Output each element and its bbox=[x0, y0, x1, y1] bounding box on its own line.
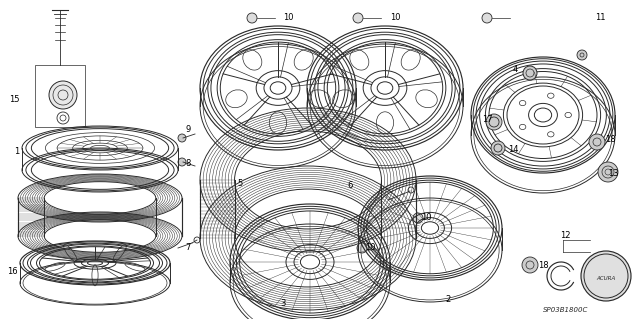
Circle shape bbox=[49, 81, 77, 109]
Text: 18: 18 bbox=[605, 136, 616, 145]
Text: ACURA: ACURA bbox=[596, 276, 616, 280]
Text: SP03B1800C: SP03B1800C bbox=[543, 307, 589, 313]
Text: 2: 2 bbox=[445, 295, 451, 305]
Text: 3: 3 bbox=[280, 299, 285, 308]
Text: 15: 15 bbox=[10, 95, 20, 105]
Text: 5: 5 bbox=[237, 179, 243, 188]
Circle shape bbox=[482, 13, 492, 23]
Text: 16: 16 bbox=[8, 268, 18, 277]
Circle shape bbox=[577, 50, 587, 60]
Text: 10: 10 bbox=[365, 243, 376, 253]
Text: 8: 8 bbox=[185, 159, 190, 167]
Circle shape bbox=[178, 134, 186, 142]
Circle shape bbox=[486, 114, 502, 130]
Text: 12: 12 bbox=[560, 231, 570, 240]
Text: 11: 11 bbox=[595, 13, 605, 23]
Text: 1: 1 bbox=[13, 147, 19, 157]
Text: 7: 7 bbox=[185, 242, 190, 251]
Text: 10: 10 bbox=[283, 13, 294, 23]
Circle shape bbox=[589, 134, 605, 150]
Circle shape bbox=[522, 257, 538, 273]
Circle shape bbox=[413, 213, 423, 223]
Text: 10: 10 bbox=[390, 13, 401, 23]
Text: 10: 10 bbox=[421, 213, 431, 222]
Text: 18: 18 bbox=[538, 261, 548, 270]
Circle shape bbox=[598, 162, 618, 182]
Bar bbox=[35, 65, 85, 127]
Text: 4: 4 bbox=[513, 65, 518, 75]
Text: 6: 6 bbox=[348, 181, 353, 189]
Text: 13: 13 bbox=[608, 168, 618, 177]
Text: 9: 9 bbox=[185, 125, 190, 135]
Circle shape bbox=[523, 66, 537, 80]
Circle shape bbox=[178, 158, 186, 166]
Circle shape bbox=[581, 251, 631, 301]
Circle shape bbox=[357, 243, 367, 253]
Text: 14: 14 bbox=[508, 145, 518, 153]
Circle shape bbox=[247, 13, 257, 23]
Circle shape bbox=[353, 13, 363, 23]
Circle shape bbox=[491, 141, 505, 155]
Text: 17: 17 bbox=[482, 115, 493, 124]
